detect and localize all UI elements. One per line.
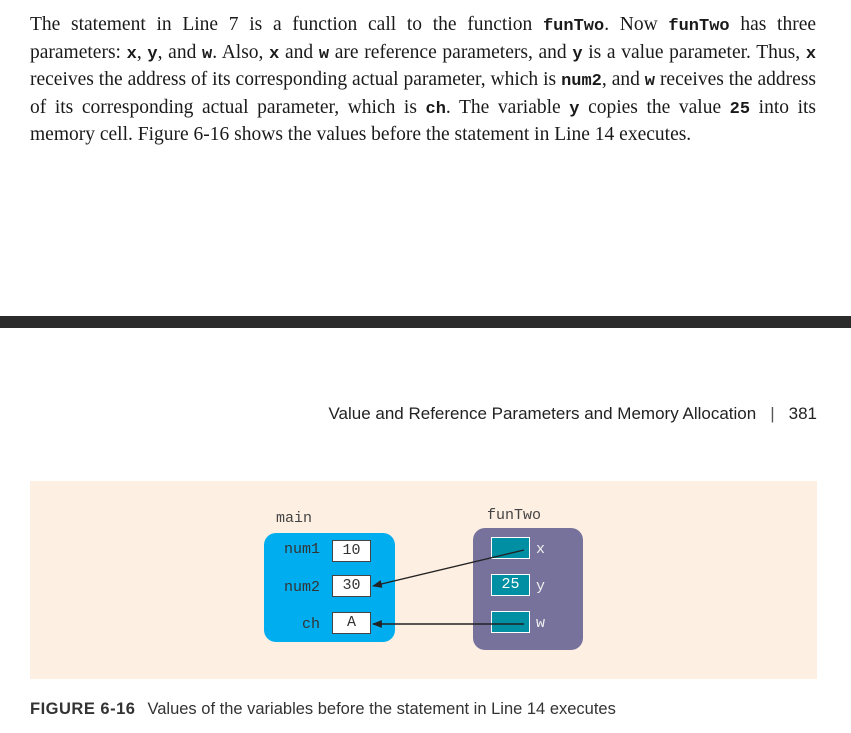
text-run: The statement in Line 7 is a function ca…	[30, 14, 543, 35]
running-head-title: Value and Reference Parameters and Memor…	[328, 404, 757, 423]
text-run: receives the address of its correspondin…	[30, 69, 816, 118]
figure-panel	[30, 481, 817, 679]
cell-num1: 10	[332, 540, 371, 562]
text-run: receives the address of its correspondin…	[30, 69, 562, 90]
text-run: , and	[601, 69, 645, 90]
code-term: y	[572, 44, 583, 64]
text-run: , and	[157, 41, 203, 63]
cell-w	[491, 611, 530, 633]
cell-num2: 30	[332, 575, 371, 597]
var-name-num2: num2	[283, 579, 320, 596]
running-head: Value and Reference Parameters and Memor…	[0, 404, 817, 424]
code-term: funTwo	[668, 17, 730, 36]
text-run: and	[279, 41, 319, 63]
text-run: ,	[136, 41, 148, 63]
cell-x	[491, 537, 530, 559]
text-run: is a value parameter. Thus,	[582, 41, 806, 63]
code-term: w	[202, 44, 213, 64]
var-name-num1: num1	[283, 541, 320, 558]
caption-text: Values of the variables before the state…	[147, 700, 616, 718]
page-number: 381	[788, 404, 817, 423]
code-term: x	[805, 44, 817, 64]
figure-caption: FIGURE 6-16 Values of the variables befor…	[30, 700, 616, 719]
cell-ch: A	[332, 612, 371, 634]
body-paragraph: The statement in Line 7 is a function ca…	[30, 12, 816, 148]
code-term: x	[269, 44, 280, 64]
code-term: x	[126, 44, 137, 64]
param-name-w: w	[536, 615, 546, 632]
code-term: num2	[561, 72, 602, 91]
code-term: ch	[425, 99, 446, 119]
funtwo-frame-label: funTwo	[487, 507, 542, 524]
text-run: has three parameters:	[30, 14, 817, 63]
code-term: w	[644, 72, 655, 91]
code-term: 25	[729, 99, 751, 119]
page-divider	[0, 316, 851, 328]
text-run: are reference parameters, and	[329, 41, 573, 63]
param-name-y: y	[536, 578, 546, 595]
cell-y: 25	[491, 574, 530, 596]
text-run: copies the value	[579, 96, 730, 118]
param-name-x: x	[536, 541, 546, 558]
main-frame-label: main	[276, 510, 313, 527]
text-run: . Now	[604, 14, 669, 35]
code-term: y	[569, 99, 580, 119]
code-term: w	[318, 44, 330, 64]
var-name-ch: ch	[301, 616, 320, 633]
running-head-separator: |	[770, 404, 775, 423]
text-run: . The variable	[445, 96, 570, 118]
text-run: into its memory cell. Figure 6-16 shows …	[30, 96, 816, 146]
code-term: funTwo	[542, 17, 605, 36]
text-run: . Also,	[212, 41, 270, 63]
figure-number: FIGURE 6-16	[30, 700, 136, 718]
code-term: y	[147, 44, 158, 64]
